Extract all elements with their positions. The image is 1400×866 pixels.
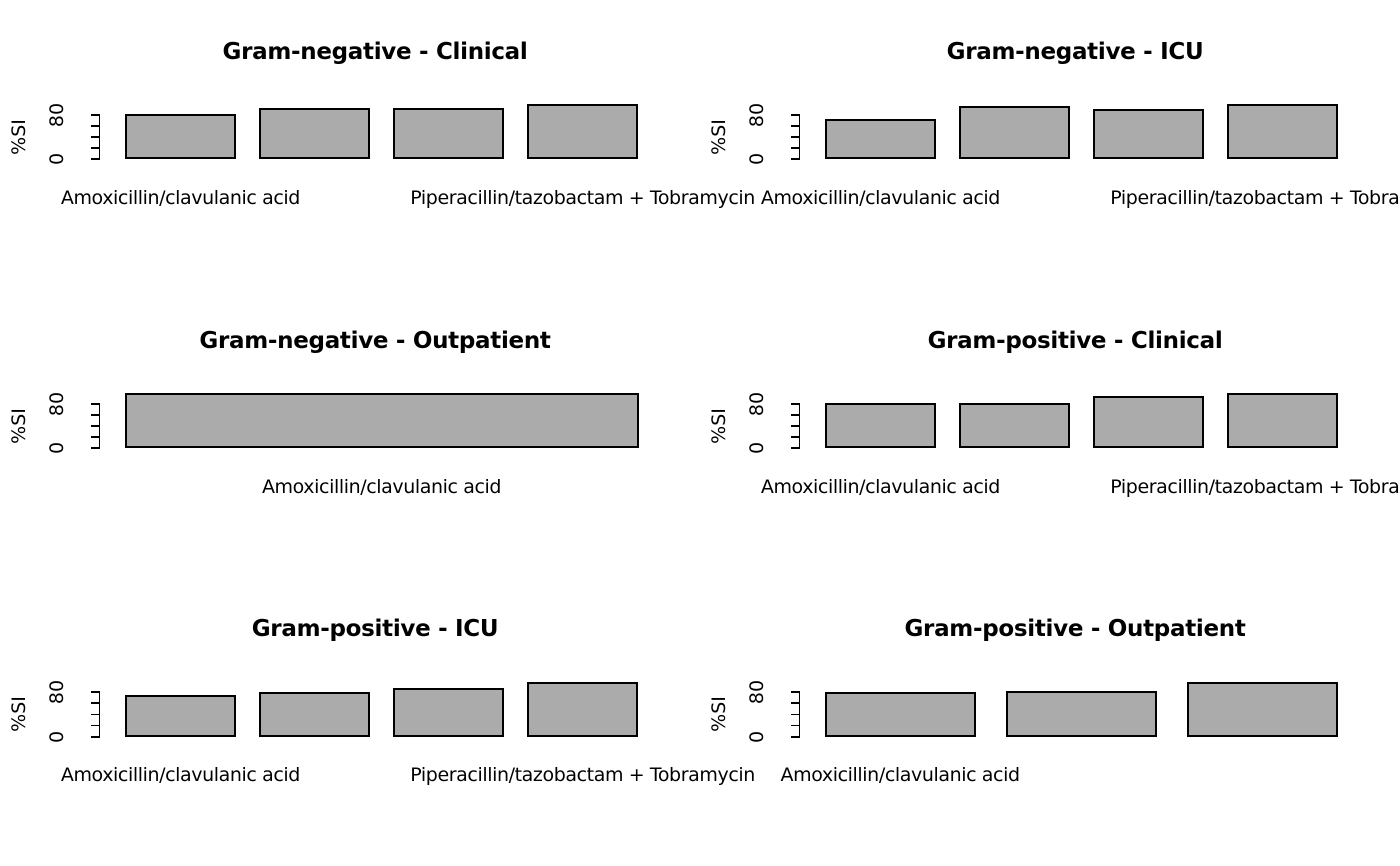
y-tick-label-80: 80 (746, 102, 768, 128)
bar-group (824, 103, 1339, 160)
x-axis-label: Piperacillin/tazobactam + Tobramycin (1110, 475, 1400, 498)
x-axis-label: Amoxicillin/clavulanic acid (261, 475, 502, 498)
y-tick-label-80: 80 (46, 102, 68, 128)
y-axis-tick (791, 724, 800, 727)
x-axis-label: Piperacillin/tazobactam + Tobramycin (410, 764, 755, 787)
x-axis-label: Amoxicillin/clavulanic acid (60, 187, 300, 209)
y-axis-tick (791, 147, 800, 150)
y-axis-tick (791, 402, 800, 405)
y-tick-label-0: 0 (46, 153, 68, 166)
y-tick-label-80: 80 (746, 680, 768, 705)
y-axis-tick (91, 424, 100, 427)
bar (124, 392, 639, 448)
y-axis-tick (91, 413, 100, 416)
bar (824, 402, 937, 448)
y-axis-tick (791, 435, 800, 438)
y-tick-label-0: 0 (746, 153, 768, 166)
x-axis-label: Amoxicillin/clavulanic acid (60, 764, 300, 787)
bar (1226, 103, 1339, 160)
bar (1005, 690, 1158, 737)
bar-group (124, 680, 639, 737)
y-axis-label: %SI (8, 119, 30, 155)
panel-gram-positive-icu: Gram-positive - ICU %SI 80 0 Amoxicillin… (0, 577, 755, 866)
y-axis-label: %SI (8, 407, 30, 444)
bar (258, 692, 371, 737)
bar (958, 403, 1071, 448)
y-axis-tick (791, 735, 800, 738)
panel-gram-negative-outpatient: Gram-negative - Outpatient %SI 80 0 Amox… (0, 289, 700, 578)
bar (258, 107, 371, 160)
y-tick-label-0: 0 (746, 730, 768, 743)
panel-title: Gram-negative - ICU (946, 39, 1204, 65)
bar (124, 114, 237, 160)
y-axis-tick (791, 713, 800, 716)
y-axis-tick (791, 114, 800, 116)
y-axis-tick (91, 136, 100, 139)
bar (1092, 109, 1205, 160)
y-axis-tick (791, 125, 800, 127)
panel-gram-positive-outpatient: Gram-positive - Outpatient %SI 80 0 Amox… (700, 577, 1400, 866)
bar (392, 108, 505, 160)
y-tick-label-80: 80 (46, 680, 68, 705)
y-tick-label-0: 0 (746, 441, 768, 454)
x-axis-label: Amoxicillin/clavulanic acid (760, 187, 1000, 209)
bar (1187, 682, 1339, 737)
y-axis-tick (91, 114, 100, 116)
y-axis-label: %SI (708, 407, 730, 444)
y-axis-tick (791, 424, 800, 427)
y-tick-label-80: 80 (746, 391, 768, 416)
bar-group (124, 103, 639, 160)
bar (958, 106, 1071, 160)
y-axis-label: %SI (708, 696, 730, 733)
panel-gram-negative-clinical: Gram-negative - Clinical %SI 80 0 Amoxic… (0, 0, 755, 289)
y-axis-tick (791, 158, 800, 161)
panel-title: Gram-negative - Clinical (222, 39, 528, 65)
y-axis-tick (91, 691, 100, 694)
x-axis-label: Amoxicillin/clavulanic acid (780, 764, 1020, 787)
y-axis-label: %SI (708, 119, 730, 155)
bar (824, 118, 937, 160)
y-axis-tick (91, 158, 100, 161)
bar-group (124, 392, 639, 448)
bar (526, 681, 639, 737)
y-axis-tick (91, 724, 100, 727)
bar (1092, 396, 1205, 448)
x-axis-label: Piperacillin/tazobactam + Tobramycin (410, 187, 755, 209)
panel-gram-negative-icu: Gram-negative - ICU %SI 80 0 Amoxicillin… (700, 0, 1400, 289)
y-axis-tick (91, 125, 100, 127)
y-axis-tick (91, 713, 100, 716)
bar (526, 103, 639, 160)
y-axis-tick (791, 702, 800, 705)
bar-group (824, 392, 1339, 448)
x-axis-label: Piperacillin/tazobactam + Tobramycin (1110, 187, 1400, 209)
bar (124, 694, 237, 737)
y-axis-tick (91, 402, 100, 405)
panel-title: Gram-positive - Outpatient (904, 616, 1246, 643)
y-axis-tick (791, 691, 800, 694)
bar-group (824, 680, 1339, 737)
y-axis-tick (791, 447, 800, 449)
y-axis-tick (91, 447, 100, 449)
bar (392, 688, 505, 737)
y-tick-label-0: 0 (46, 441, 68, 454)
y-tick-label-0: 0 (46, 730, 68, 743)
bar (824, 692, 976, 737)
y-tick-label-80: 80 (46, 391, 68, 416)
panel-gram-positive-clinical: Gram-positive - Clinical %SI 80 0 Amoxic… (700, 289, 1400, 578)
bar (1226, 392, 1339, 448)
y-axis-label: %SI (8, 696, 30, 733)
panel-title: Gram-positive - Clinical (927, 327, 1223, 354)
y-axis-tick (91, 702, 100, 705)
panel-title: Gram-negative - Outpatient (199, 327, 551, 354)
panel-title: Gram-positive - ICU (251, 616, 499, 643)
y-axis-tick (91, 147, 100, 150)
x-axis-label: Amoxicillin/clavulanic acid (760, 475, 1000, 498)
y-axis-tick (791, 136, 800, 139)
y-axis-tick (91, 735, 100, 738)
y-axis-tick (91, 435, 100, 438)
y-axis-tick (791, 413, 800, 416)
